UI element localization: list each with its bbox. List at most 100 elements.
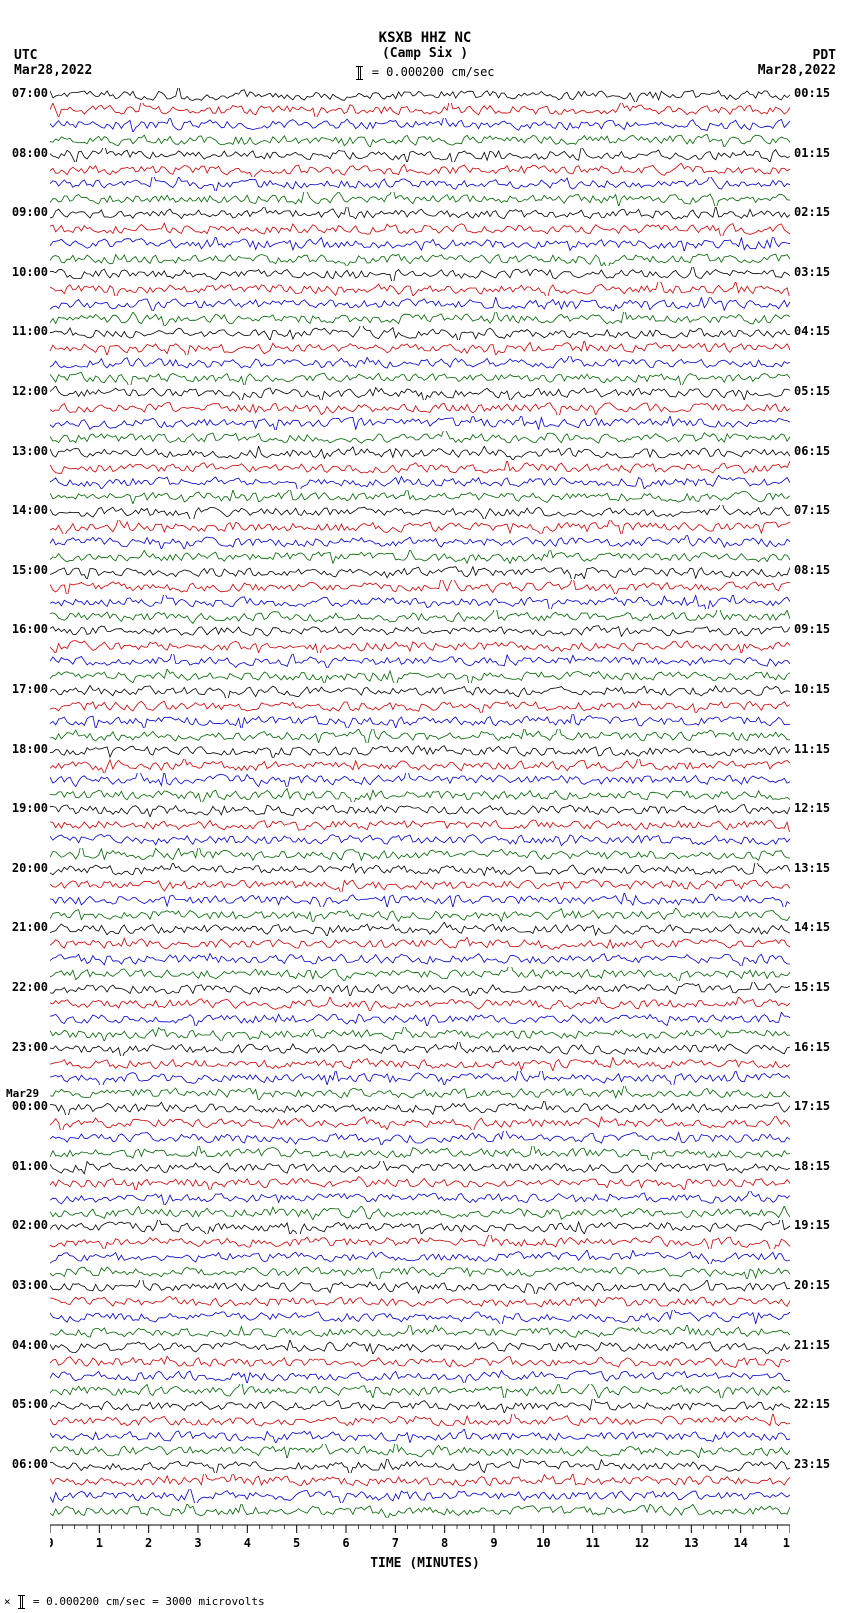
trace-row	[50, 1489, 790, 1503]
utc-hour-label: 10:00	[6, 265, 48, 279]
trace-row	[50, 341, 790, 355]
trace-row	[50, 1369, 790, 1383]
header: KSXB HHZ NC (Camp Six ) = 0.000200 cm/se…	[0, 30, 850, 80]
trace-row	[50, 1340, 790, 1354]
trace-row	[50, 610, 790, 624]
utc-hour-label: 20:00	[6, 861, 48, 875]
utc-hour-label: 04:00	[6, 1338, 48, 1352]
trace-row	[50, 803, 790, 817]
pdt-hour-label: 04:15	[794, 324, 844, 338]
utc-hour-label: 00:00	[6, 1099, 48, 1113]
svg-text:9: 9	[490, 1536, 497, 1550]
pdt-hour-label: 01:15	[794, 146, 844, 160]
svg-text:7: 7	[392, 1536, 399, 1550]
trace-row	[50, 505, 790, 519]
utc-hour-label: 14:00	[6, 503, 48, 517]
trace-row	[50, 773, 790, 787]
station-name: (Camp Six )	[0, 46, 850, 61]
left-hour-labels: 07:0008:0009:0010:0011:0012:0013:0014:00…	[6, 88, 48, 1518]
trace-row	[50, 639, 790, 653]
x-axis-label: TIME (MINUTES)	[0, 1556, 850, 1571]
pdt-hour-label: 20:15	[794, 1278, 844, 1292]
trace-row	[50, 1384, 790, 1398]
utc-hour-label: 07:00	[6, 86, 48, 100]
trace-row	[50, 595, 790, 609]
trace-row	[50, 952, 790, 966]
trace-row	[50, 1042, 790, 1056]
pdt-hour-label: 12:15	[794, 801, 844, 815]
svg-text:4: 4	[244, 1536, 251, 1550]
trace-row	[50, 1325, 790, 1339]
trace-row	[50, 282, 790, 296]
scale-bar-icon	[358, 66, 361, 80]
trace-row	[50, 133, 790, 147]
utc-hour-label: 08:00	[6, 146, 48, 160]
pdt-hour-label: 21:15	[794, 1338, 844, 1352]
trace-row	[50, 997, 790, 1011]
svg-text:13: 13	[684, 1536, 698, 1550]
trace-row	[50, 118, 790, 132]
trace-row	[50, 371, 790, 385]
trace-row	[50, 416, 790, 430]
trace-row	[50, 922, 790, 936]
svg-text:15: 15	[783, 1536, 790, 1550]
trace-row	[50, 1057, 790, 1071]
trace-row	[50, 1146, 790, 1160]
trace-row	[50, 1250, 790, 1264]
trace-row	[50, 1206, 790, 1220]
trace-row	[50, 550, 790, 564]
station-code: KSXB HHZ NC	[0, 30, 850, 46]
svg-text:14: 14	[733, 1536, 747, 1550]
trace-row	[50, 967, 790, 981]
utc-hour-label: 23:00	[6, 1040, 48, 1054]
trace-row	[50, 982, 790, 996]
pdt-hour-label: 02:15	[794, 205, 844, 219]
utc-hour-label: 15:00	[6, 563, 48, 577]
utc-hour-label: 11:00	[6, 324, 48, 338]
trace-row	[50, 669, 790, 683]
trace-row	[50, 580, 790, 594]
pdt-hour-label: 23:15	[794, 1457, 844, 1471]
seismogram-container: KSXB HHZ NC (Camp Six ) = 0.000200 cm/se…	[0, 0, 850, 1613]
utc-tz-label: UTC	[14, 48, 37, 63]
trace-row	[50, 908, 790, 922]
pdt-date-label: Mar28,2022	[758, 63, 836, 78]
utc-hour-label: 13:00	[6, 444, 48, 458]
x-axis: 0123456789101112131415	[50, 1523, 790, 1553]
utc-hour-label: 02:00	[6, 1218, 48, 1232]
trace-row	[50, 401, 790, 415]
right-hour-labels: 00:1501:1502:1503:1504:1505:1506:1507:15…	[794, 88, 844, 1518]
utc-hour-label: 03:00	[6, 1278, 48, 1292]
svg-text:12: 12	[635, 1536, 649, 1550]
trace-row	[50, 1131, 790, 1145]
svg-text:10: 10	[536, 1536, 550, 1550]
svg-text:1: 1	[96, 1536, 103, 1550]
trace-row	[50, 446, 790, 460]
date-rollover-marker: Mar29	[6, 1087, 39, 1100]
trace-row	[50, 1295, 790, 1309]
trace-row	[50, 863, 790, 877]
trace-row	[50, 148, 790, 162]
pdt-hour-label: 17:15	[794, 1099, 844, 1113]
trace-row	[50, 1086, 790, 1100]
trace-row	[50, 1459, 790, 1473]
pdt-hour-label: 16:15	[794, 1040, 844, 1054]
trace-row	[50, 1444, 790, 1458]
utc-hour-label: 22:00	[6, 980, 48, 994]
trace-row	[50, 1220, 790, 1234]
trace-row	[50, 729, 790, 743]
trace-row	[50, 1429, 790, 1443]
trace-row	[50, 1414, 790, 1428]
trace-row	[50, 103, 790, 117]
pdt-hour-label: 09:15	[794, 622, 844, 636]
pdt-hour-label: 05:15	[794, 384, 844, 398]
utc-hour-label: 12:00	[6, 384, 48, 398]
trace-row	[50, 88, 790, 102]
footer-scale-note: × = 0.000200 cm/sec = 3000 microvolts	[4, 1595, 265, 1609]
svg-text:8: 8	[441, 1536, 448, 1550]
trace-row	[50, 312, 790, 326]
pdt-tz-label: PDT	[813, 48, 836, 63]
trace-row	[50, 684, 790, 698]
trace-row	[50, 1101, 790, 1115]
trace-row	[50, 297, 790, 311]
